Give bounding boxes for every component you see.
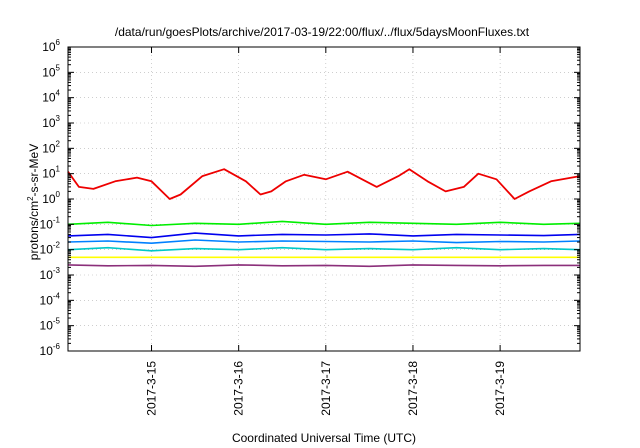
y-tick-base: 10 <box>40 268 54 282</box>
y-tick-label: 10-6 <box>40 342 61 358</box>
y-tick-label: 10-2 <box>40 241 61 257</box>
series-line <box>67 220 581 227</box>
x-axis-label: Coordinated Universal Time (UTC) <box>232 431 416 445</box>
series-layer <box>67 168 581 268</box>
series-line <box>67 246 581 252</box>
y-tick-exponent: -5 <box>53 317 61 326</box>
y-tick-label: 101 <box>42 165 60 181</box>
y-tick-label: 102 <box>42 139 60 155</box>
y-tick-label: 10-1 <box>40 215 61 231</box>
y-tick-label: 105 <box>42 63 60 79</box>
y-tick-label: 103 <box>42 114 60 130</box>
y-tick-label: 10-3 <box>40 266 61 282</box>
x-tick-label: 2017-3-19 <box>493 361 507 416</box>
y-tick-label: 106 <box>42 38 60 54</box>
y-tick-base: 10 <box>40 319 54 333</box>
y-tick-exponent: -2 <box>53 241 61 250</box>
y-tick-exponent: 6 <box>56 38 61 47</box>
y-tick-exponent: 0 <box>56 190 61 199</box>
grid <box>68 46 580 352</box>
y-tick-exponent: -4 <box>53 291 61 300</box>
y-axis-ticks: 10610510410310210110010-110-210-310-410-… <box>40 38 580 358</box>
y-axis-label-part1: protons/cm <box>27 201 41 260</box>
y-tick-base: 10 <box>42 116 56 130</box>
y-tick-exponent: -6 <box>53 342 61 351</box>
y-tick-base: 10 <box>40 243 54 257</box>
series-line <box>67 264 580 268</box>
y-tick-base: 10 <box>42 141 56 155</box>
y-tick-base: 10 <box>42 167 56 181</box>
x-tick-label: 2017-3-15 <box>145 361 159 416</box>
y-tick-base: 10 <box>42 192 56 206</box>
y-tick-exponent: 4 <box>56 89 61 98</box>
y-tick-base: 10 <box>40 293 54 307</box>
x-axis-ticks: 2017-3-15 2017-3-16 2017-3-17 2017-3-18 2017… <box>145 47 507 416</box>
y-tick-exponent: 3 <box>56 114 61 123</box>
series-line <box>67 232 581 239</box>
y-tick-base: 10 <box>40 344 54 358</box>
y-axis-label-part2: -s-sr-MeV <box>27 144 41 197</box>
y-axis-label: protons/cm2-s-sr-MeV <box>26 144 41 260</box>
y-tick-exponent: 1 <box>56 165 61 174</box>
series-line <box>67 239 581 244</box>
y-tick-label: 100 <box>42 190 60 206</box>
y-axis-label-superscript: 2 <box>26 196 35 201</box>
y-tick-exponent: 2 <box>56 139 61 148</box>
y-tick-label: 10-4 <box>40 291 61 307</box>
y-tick-base: 10 <box>40 217 54 231</box>
series-line <box>67 168 581 200</box>
x-tick-label: 2017-3-16 <box>232 361 246 416</box>
y-tick-exponent: -3 <box>53 266 61 275</box>
y-tick-base: 10 <box>42 65 56 79</box>
y-tick-label: 10-5 <box>40 317 61 333</box>
y-tick-exponent: -1 <box>53 215 61 224</box>
y-tick-label: 104 <box>42 89 60 105</box>
x-tick-label: 2017-3-18 <box>406 361 420 416</box>
y-tick-base: 10 <box>42 91 56 105</box>
y-tick-exponent: 5 <box>56 63 61 72</box>
chart-title: /data/run/goesPlots/archive/2017-03-19/2… <box>115 25 530 39</box>
y-tick-base: 10 <box>42 40 56 54</box>
x-tick-label: 2017-3-17 <box>319 361 333 416</box>
